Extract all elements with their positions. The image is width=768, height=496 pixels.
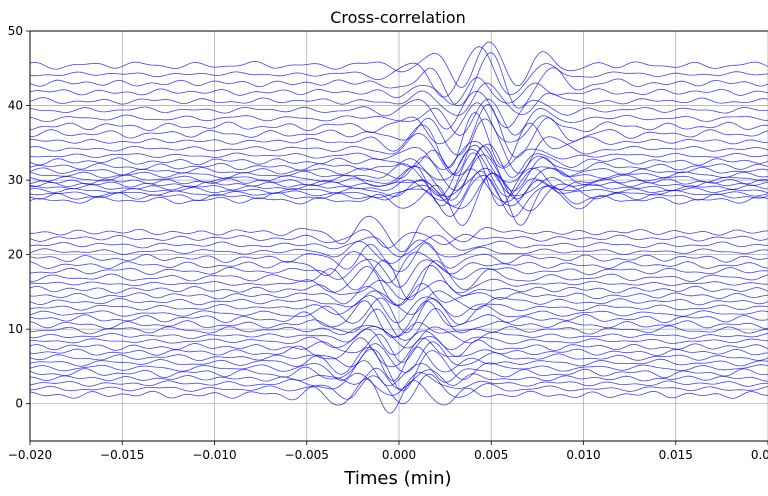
trace-line — [29, 371, 768, 396]
trace-line — [29, 168, 768, 203]
y-tick-label: 0 — [15, 397, 23, 411]
trace-line — [29, 167, 768, 197]
x-tick-label: 0.005 — [474, 448, 508, 462]
trace-line — [29, 173, 768, 212]
trace-line — [29, 341, 768, 373]
trace-line — [29, 172, 768, 226]
trace-line — [29, 98, 768, 136]
trace-line — [29, 171, 768, 207]
y-tick-label: 50 — [8, 24, 23, 38]
x-axis-label: Times (min) — [343, 468, 451, 489]
x-tick-label: −0.010 — [192, 448, 236, 462]
x-tick-label: 0.000 — [382, 448, 416, 462]
trace-line — [29, 90, 768, 130]
trace-line — [29, 346, 768, 382]
trace-line — [29, 308, 768, 341]
x-tick-label: −0.020 — [8, 448, 52, 462]
trace-line — [30, 265, 768, 306]
y-tick-label: 40 — [8, 99, 23, 113]
trace-line — [29, 295, 768, 324]
trace-line — [30, 112, 768, 168]
trace-line — [29, 321, 768, 338]
trace-line — [29, 46, 768, 98]
trace-line — [29, 82, 768, 116]
trace-line — [29, 148, 768, 197]
trace-line — [30, 373, 768, 405]
trace-line — [29, 77, 768, 105]
trace-line — [29, 279, 768, 300]
trace-line — [29, 326, 768, 349]
x-axis-ticks: −0.020 −0.015 −0.010 −0.005 0.000 0.005 0.010 0… — [8, 441, 768, 462]
trace-line — [29, 215, 768, 253]
x-tick-label: −0.005 — [285, 448, 329, 462]
trace-line — [29, 239, 768, 264]
y-axis-ticks: 0 10 20 30 40 50 — [8, 24, 30, 411]
trace-line — [29, 283, 768, 307]
trace-line — [29, 290, 768, 315]
trace-line — [29, 52, 768, 109]
trace-line — [29, 333, 768, 363]
trace-lines — [29, 41, 768, 414]
trace-line — [30, 104, 768, 158]
trace-line — [29, 259, 768, 301]
trace-line — [29, 41, 768, 88]
trace-line — [29, 258, 768, 288]
trace-line — [29, 300, 768, 339]
trace-line — [29, 297, 768, 334]
trace-line — [29, 229, 768, 249]
chart-title: Cross-correlation — [330, 8, 465, 27]
trace-line — [29, 360, 768, 387]
y-tick-label: 10 — [8, 322, 23, 336]
trace-line — [29, 145, 768, 192]
trace-line — [29, 140, 768, 171]
y-tick-label: 20 — [8, 248, 23, 262]
trace-line — [29, 242, 768, 273]
trace-line — [29, 337, 768, 368]
trace-line — [29, 154, 768, 201]
x-tick-label: 0.020 — [751, 448, 768, 462]
x-tick-label: −0.015 — [100, 448, 144, 462]
x-tick-label: 0.015 — [659, 448, 693, 462]
trace-line — [29, 143, 768, 178]
trace-line — [29, 144, 768, 183]
trace-line — [29, 328, 768, 356]
trace-line — [29, 348, 768, 392]
trace-line — [29, 234, 768, 257]
y-tick-label: 30 — [8, 173, 23, 187]
x-tick-label: 0.010 — [566, 448, 600, 462]
trace-line — [29, 118, 768, 175]
trace-line — [29, 152, 768, 207]
